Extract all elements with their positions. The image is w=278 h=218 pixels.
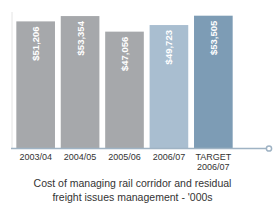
chart-title: Cost of managing rail corridor and resid… bbox=[34, 177, 232, 203]
bar bbox=[105, 32, 144, 148]
data-label: $47,056 bbox=[119, 37, 130, 71]
value-range-line bbox=[12, 12, 13, 148]
bar bbox=[194, 16, 233, 148]
x-tick-label: 2005/06 bbox=[108, 152, 141, 162]
x-tick-labels: 2003/04 2004/05 2005/06 2006/07 TARGET2006/0… bbox=[19, 152, 231, 172]
x-axis-line bbox=[11, 148, 266, 150]
data-label: $51,206 bbox=[30, 26, 41, 60]
data-labels: $51,206 $53,354 $47,056 $49,723 $53,505 bbox=[30, 20, 219, 71]
data-label: $53,505 bbox=[208, 20, 219, 55]
x-tick-label: TARGET2006/07 bbox=[195, 152, 231, 172]
x-tick-label: 2006/07 bbox=[153, 152, 186, 162]
bars bbox=[16, 16, 232, 148]
chart-container: $51,206 $53,354 $47,056 $49,723 $53,505 2003/… bbox=[0, 0, 278, 218]
bar bbox=[61, 16, 100, 148]
data-label: $53,354 bbox=[75, 20, 86, 55]
x-axis-end bbox=[266, 146, 271, 151]
bar bbox=[150, 25, 189, 148]
x-tick-label: 2004/05 bbox=[64, 152, 97, 162]
bar bbox=[16, 21, 55, 148]
data-label: $49,723 bbox=[163, 30, 174, 64]
x-tick-label: 2003/04 bbox=[19, 152, 52, 162]
chart-svg: $51,206 $53,354 $47,056 $49,723 $53,505 2003/… bbox=[0, 0, 278, 218]
x-axis bbox=[11, 146, 272, 151]
